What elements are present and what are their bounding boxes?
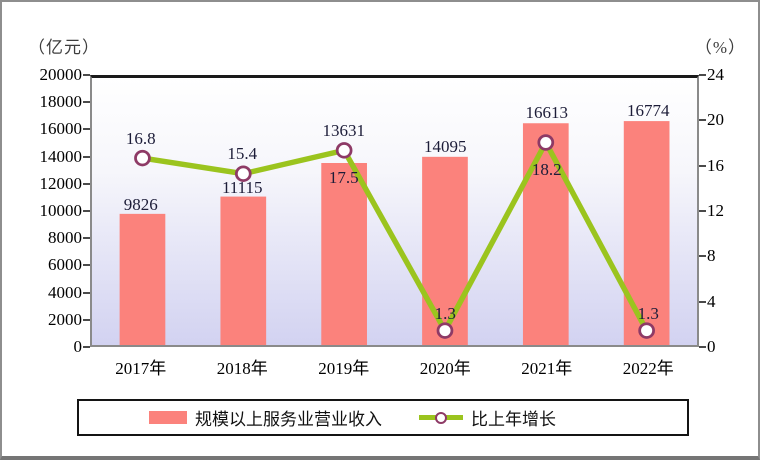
y-tick-label-right: 0 <box>707 337 716 356</box>
y-tick-label-right: 20 <box>707 110 724 130</box>
growth-marker-2021年 <box>537 134 555 151</box>
right-axis-unit-label: （%） <box>694 38 746 57</box>
y-tick-mark-left <box>83 346 90 348</box>
y-tick-label-left: 8000 <box>48 228 82 248</box>
legend-item-growth: 比上年增长 <box>419 401 556 434</box>
y-tick-label-left: 12000 <box>39 173 83 193</box>
growth-marker-icon <box>435 411 447 424</box>
y-tick-mark-left <box>83 182 90 185</box>
x-axis-label-2022年: 2022年 <box>622 359 674 378</box>
growth-marker-2020年 <box>436 322 454 339</box>
y-tick-mark-right <box>699 210 706 212</box>
bar-value-label-2021年: 16613 <box>525 103 569 123</box>
y-tick-label-right: 4 <box>707 291 716 311</box>
bar-value-label-2019年: 13631 <box>322 120 366 140</box>
y-tick-mark-left <box>83 318 90 321</box>
left-axis-unit-label: （亿元） <box>28 38 100 57</box>
legend: 规模以上服务业营业收入 比上年增长 <box>77 399 689 436</box>
y-tick-mark-left <box>83 128 90 131</box>
bar-value-label-2017年: 9826 <box>123 195 158 215</box>
y-tick-mark-right <box>699 164 706 167</box>
y-tick-mark-right <box>699 119 706 122</box>
growth-value-label-2020年: 1.3 <box>434 304 456 324</box>
x-axis-label-2020年: 2020年 <box>419 359 471 378</box>
y-tick-mark-right <box>699 74 706 76</box>
y-tick-mark-left <box>83 101 90 104</box>
revenue-bar-2020年 <box>422 156 468 345</box>
bar-value-label-2018年: 11115 <box>221 177 263 197</box>
revenue-bar-2017年 <box>119 213 166 345</box>
y-tick-mark-right <box>699 346 706 348</box>
revenue-bar-2019年 <box>321 163 367 345</box>
revenue-bar-2021年 <box>522 123 569 345</box>
y-tick-mark-right <box>699 300 706 303</box>
legend-item-revenue: 规模以上服务业营业收入 <box>149 401 382 434</box>
y-tick-label-left: 14000 <box>39 146 83 166</box>
revenue-bar-swatch-icon <box>149 411 187 424</box>
plot-area <box>90 75 699 347</box>
growth-value-label-2019年: 17.5 <box>328 167 359 187</box>
y-tick-mark-right <box>699 255 706 258</box>
y-tick-label-left: 16000 <box>39 119 83 139</box>
growth-value-label-2017年: 16.8 <box>125 128 156 148</box>
y-tick-label-left: 2000 <box>48 309 82 329</box>
y-tick-label-right: 12 <box>707 201 724 220</box>
growth-line-swatch-icon <box>419 411 463 424</box>
legend-label-growth: 比上年增长 <box>471 410 556 429</box>
y-tick-label-right: 24 <box>707 65 724 84</box>
bar-value-label-2022年: 16774 <box>627 100 670 120</box>
x-axis-label-2017年: 2017年 <box>115 359 167 378</box>
y-tick-label-left: 0 <box>73 337 83 356</box>
legend-label-revenue: 规模以上服务业营业收入 <box>195 410 382 429</box>
y-tick-mark-left <box>83 210 90 212</box>
y-tick-label-right: 8 <box>707 246 716 266</box>
growth-marker-2019年 <box>335 142 353 159</box>
x-axis-label-2019年: 2019年 <box>318 359 370 378</box>
x-axis-label-2021年: 2021年 <box>521 359 573 378</box>
revenue-bar-2018年 <box>220 196 267 345</box>
growth-trend-line <box>142 139 650 334</box>
y-tick-mark-left <box>83 291 90 294</box>
y-tick-label-left: 4000 <box>48 282 82 302</box>
y-tick-mark-left <box>83 264 90 267</box>
growth-marker-2018年 <box>234 165 252 182</box>
y-tick-label-left: 20000 <box>39 65 83 84</box>
growth-value-label-2021年: 18.2 <box>531 159 562 179</box>
y-tick-label-left: 10000 <box>39 201 83 220</box>
bar-value-label-2020年: 14095 <box>424 137 467 157</box>
y-tick-label-left: 6000 <box>48 255 82 275</box>
x-axis-label-2018年: 2018年 <box>216 359 268 378</box>
growth-value-label-2022年: 1.3 <box>637 304 659 324</box>
growth-marker-2022年 <box>638 322 655 339</box>
y-tick-mark-left <box>83 74 90 76</box>
y-tick-label-right: 16 <box>707 155 724 175</box>
chart-canvas <box>119 121 670 345</box>
growth-marker-2017年 <box>134 149 151 167</box>
y-tick-mark-left <box>83 237 90 240</box>
y-tick-mark-left <box>83 155 90 158</box>
y-tick-label-left: 18000 <box>39 92 83 112</box>
growth-value-label-2018年: 15.4 <box>227 144 258 164</box>
